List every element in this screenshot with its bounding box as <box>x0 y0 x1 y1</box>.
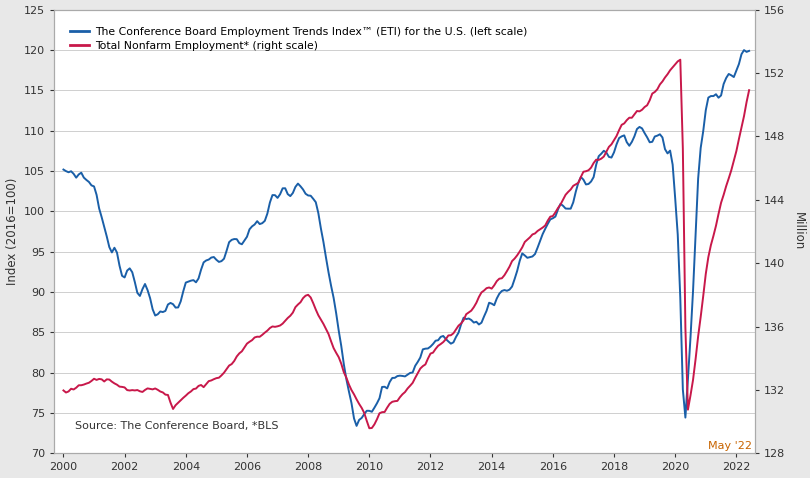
Text: Source: The Conference Board, *BLS: Source: The Conference Board, *BLS <box>75 421 279 431</box>
Y-axis label: Index (2016=100): Index (2016=100) <box>6 178 19 285</box>
Legend: The Conference Board Employment Trends Index™ (ETI) for the U.S. (left scale), T: The Conference Board Employment Trends I… <box>66 24 531 54</box>
Y-axis label: Million: Million <box>791 212 804 250</box>
Text: May '22: May '22 <box>708 441 752 451</box>
